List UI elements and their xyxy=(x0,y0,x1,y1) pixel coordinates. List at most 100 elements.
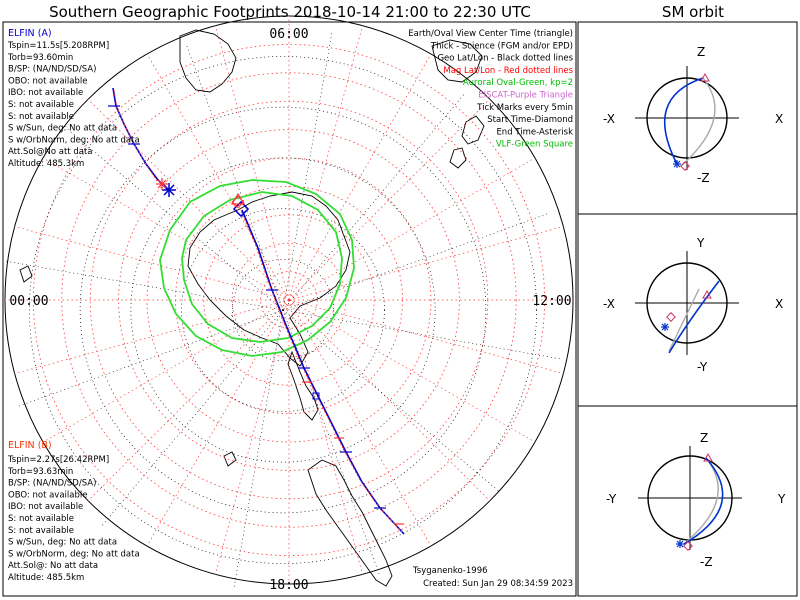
info-line: Torb=93.63min xyxy=(7,467,73,477)
geo-lat-circle xyxy=(181,208,385,412)
geo-lat-circle xyxy=(130,157,436,463)
figure-title: Southern Geographic Footprints 2018-10-1… xyxy=(49,3,531,21)
elfin-b-ticks xyxy=(302,381,404,525)
info-line: Torb=93.60min xyxy=(7,53,73,63)
info-line: Att.Sol@: No att data xyxy=(8,561,98,571)
created-timestamp: Created: Sun Jan 29 08:34:59 2023 xyxy=(423,579,573,589)
orbit-front-arc xyxy=(668,280,720,354)
legend-entry: Mag Lat/Lon - Red dotted lines xyxy=(443,66,573,76)
info-line: IBO: not available xyxy=(8,502,83,512)
info-line: Altitude: 485.3km xyxy=(8,159,84,169)
mag-lon-line xyxy=(288,299,536,443)
elfin-a-start-diamond xyxy=(232,200,250,218)
legend-entry: EISCAT-Purple Triangle xyxy=(478,91,573,101)
legend-entry: End Time-Asterisk xyxy=(496,127,573,137)
polar-map: 06:00 00:00 12:00 18:00 xyxy=(3,15,574,593)
earth-circle xyxy=(646,77,728,159)
mlt-label-bottom: 18:00 xyxy=(269,578,308,593)
elfin-b-lines: Tspin=2.27s[26.42RPM] Torb=93.63min B/SP: … xyxy=(7,455,140,583)
mag-lon-line xyxy=(288,157,536,301)
geo-lon-line xyxy=(65,127,284,311)
south-america-coast xyxy=(307,459,393,587)
info-line: S w/Sun, deg: No att data xyxy=(8,124,117,134)
elfin-a-end-asterisk xyxy=(162,183,176,197)
axis-label-bottom: -Z xyxy=(697,171,710,185)
geo-lon-line xyxy=(16,309,284,408)
start-diamond xyxy=(683,541,693,551)
mag-lon-line xyxy=(14,226,290,301)
orbit-panel-1: Z -Z -X X xyxy=(603,45,783,185)
australia-coast xyxy=(431,39,483,83)
mag-lat-circle xyxy=(231,242,347,358)
info-line: S: not available xyxy=(8,100,74,110)
axis-label-left: -X xyxy=(603,112,615,126)
mag-lat-circle xyxy=(146,157,432,443)
orbit-title: SM orbit xyxy=(662,3,724,21)
coastlines xyxy=(19,29,485,587)
footprint-tracks xyxy=(108,87,405,535)
axis-label-top: Z xyxy=(700,431,708,445)
info-line: S: not available xyxy=(8,112,74,122)
geo-lon-line xyxy=(3,260,284,311)
island-coast xyxy=(19,265,33,283)
earth-circle xyxy=(646,262,728,344)
info-line: S w/Sun, deg: No att data xyxy=(8,538,117,548)
auroral-oval-inner xyxy=(181,191,343,343)
elfin-a-track-main xyxy=(241,209,405,535)
elfin-b-info: ELFIN (B) Tspin=2.27s[26.42RPM] Torb=93.6… xyxy=(7,440,140,583)
info-line: Altitude: 485.5km xyxy=(8,573,84,583)
geo-lon-line xyxy=(282,30,333,311)
mag-lat-circle xyxy=(203,214,375,386)
legend-entry: Tick Marks every 5min xyxy=(476,103,573,113)
info-line: IBO: not available xyxy=(8,88,83,98)
geo-lon-line xyxy=(282,92,466,311)
info-line: S w/OrbNorm, deg: No att data xyxy=(8,135,140,145)
view-center-triangle xyxy=(230,192,246,205)
orbit-back-arc xyxy=(680,77,716,167)
mag-lat-circle xyxy=(61,72,517,528)
view-center-triangle xyxy=(703,452,713,462)
legend-entry: Start Time-Diamond xyxy=(487,115,573,125)
legend-entry: Earth/Oval View Center Time (triangle) xyxy=(408,29,573,39)
axis-label-right: X xyxy=(775,297,783,311)
legend: Earth/Oval View Center Time (triangle) Th… xyxy=(408,29,573,150)
view-center-triangle xyxy=(700,72,710,82)
mag-lon-line xyxy=(14,299,290,374)
legend-entry: Auroral Oval-Green, kp=2 xyxy=(463,78,573,88)
elfin-a-lines: Tspin=11.5s[5.208RPM] Torb=93.60min B/SP: … xyxy=(7,41,140,169)
new-zealand-coast xyxy=(461,115,485,145)
elfin-a-title: ELFIN (A) xyxy=(8,28,52,39)
peninsula-coast xyxy=(287,350,319,421)
end-asterisk xyxy=(676,540,684,548)
info-line: Tspin=2.27s[26.42RPM] xyxy=(7,455,109,465)
axis-label-left: -X xyxy=(603,297,615,311)
mag-lon-line xyxy=(146,53,290,301)
auroral-ovals xyxy=(159,179,355,357)
new-zealand-south-coast xyxy=(449,147,467,169)
lat-lon-grid xyxy=(3,15,574,590)
info-line: B/SP: (NA/ND/SD/SA) xyxy=(8,65,96,75)
axis-label-top: Z xyxy=(697,45,705,59)
orbit-front-arc xyxy=(663,77,704,165)
info-line: S: not available xyxy=(8,514,74,524)
mag-lat-circle xyxy=(118,129,460,471)
orbit-back-arc xyxy=(685,457,719,543)
africa-coast xyxy=(179,29,237,93)
orbit-frame xyxy=(577,21,798,597)
axis-label-bottom: -Y xyxy=(697,360,708,374)
mag-lon-line xyxy=(215,25,290,301)
mlt-label-right: 12:00 xyxy=(532,294,571,309)
track-marker xyxy=(312,392,320,400)
mag-lon-line xyxy=(288,25,363,301)
orbit-panel-3: Z -Z -Y Y xyxy=(606,431,786,569)
info-line: B/SP: (NA/ND/SD/SA) xyxy=(8,479,96,489)
geo-lon-line xyxy=(185,43,284,311)
elfin-b-end-asterisk xyxy=(156,178,168,190)
start-diamond xyxy=(680,161,690,171)
orbit-back-arc xyxy=(668,288,700,352)
geo-lon-line xyxy=(282,309,563,360)
orbit-panels: Z -Z -X X Y -Y -X X Z -Z -Y Y xyxy=(603,45,786,569)
legend-entry: Thick - Science (FGM and/or EPD) xyxy=(430,41,573,51)
info-line: S w/OrbNorm, deg: No att data xyxy=(8,549,140,559)
